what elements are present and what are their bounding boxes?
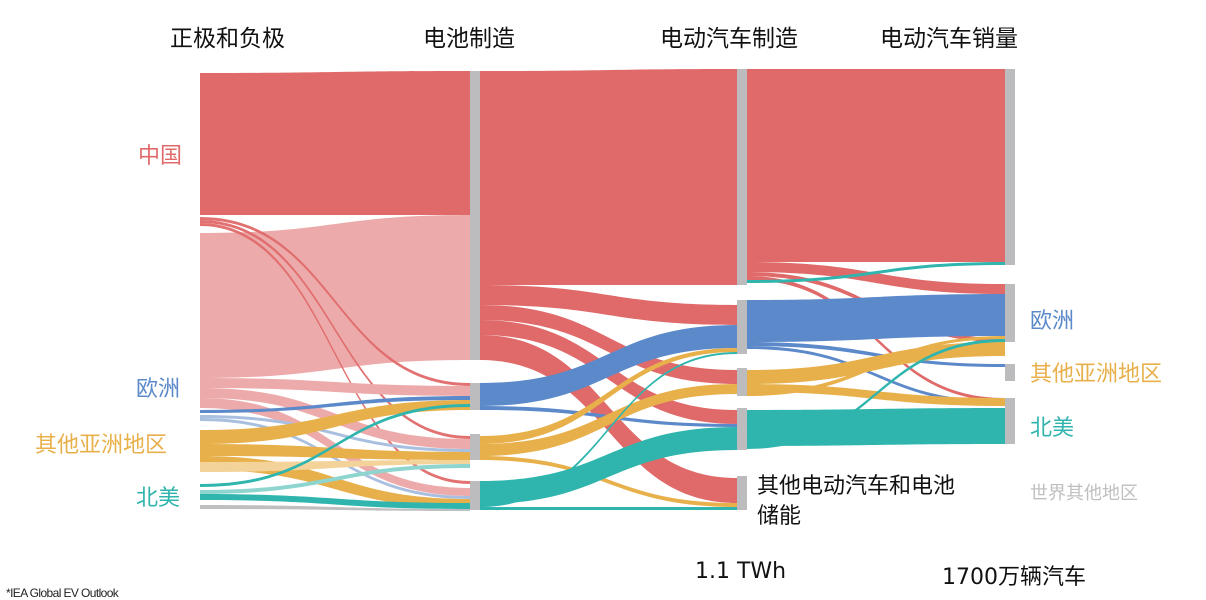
link-asia-light-to-asia-battery (200, 460, 470, 472)
other-ev-storage-line-2: 储能 (757, 504, 802, 529)
link-europe-to-asia-battery (200, 415, 470, 452)
link-row-to-na-battery (200, 505, 470, 511)
total-battery-capacity: 1.1 TWh (695, 559, 787, 584)
source-note: *IEA Global EV Outlook (6, 586, 119, 600)
link-china-light-to-europe-battery (200, 378, 470, 396)
stage-header-ev-manufacturing: 电动汽车制造 (660, 26, 798, 52)
stage-header-battery: 电池制造 (423, 26, 515, 52)
link-asia-to-europe-battery (200, 400, 470, 444)
stage-header-ev-sales: 电动汽车销量 (880, 26, 1018, 52)
ev-node-other-asia (737, 368, 747, 396)
link-asia-battery-to-asia-ev (480, 384, 737, 456)
link-europe-battery-to-europe-ev (480, 325, 737, 406)
sales-node-other-asia (1005, 364, 1015, 381)
sales-label-rest-of-world: 世界其他地区 (1030, 483, 1138, 504)
ev-node-north-america (737, 408, 747, 450)
link-europe-ev-to-na-sales (747, 346, 1005, 404)
sales-label-other-asia: 其他亚洲地区 (1030, 362, 1163, 387)
battery-node-other-asia (470, 434, 480, 460)
link-china-materials-to-china-battery (200, 71, 470, 215)
battery-node-europe (470, 383, 480, 410)
link-china-battery-to-china-ev (480, 69, 737, 285)
link-na-battery-to-na-ev (480, 427, 737, 504)
link-na-to-asia-battery (200, 464, 470, 494)
battery-node-north-america (470, 481, 480, 510)
link-na-ev-to-na-sales (747, 408, 1005, 446)
link-china-to-na-battery (200, 223, 470, 484)
link-na-battery-to-europe-ev (480, 352, 737, 507)
link-asia-battery-to-other-ev (480, 456, 737, 507)
stage-header-materials: 正极和负极 (170, 26, 285, 52)
region-label-north-america: 北美 (136, 486, 181, 511)
region-label-china: 中国 (138, 144, 183, 169)
sales-label-europe: 欧洲 (1030, 309, 1075, 334)
link-asia-to-asia-battery (200, 444, 470, 460)
other-ev-storage-label: 其他电动汽车和电池 储能 (757, 472, 955, 532)
link-europe-to-europe-battery (200, 396, 470, 413)
link-asia-ev-to-europe-sales (747, 336, 1005, 396)
link-china-ev-to-row-sales (747, 262, 1005, 283)
link-china-to-europe-battery (200, 217, 470, 386)
link-na-to-na-battery (200, 494, 470, 509)
other-ev-storage-line-1: 其他电动汽车和电池 (757, 474, 956, 499)
link-europe-to-na-battery (200, 418, 470, 499)
sales-node-china (1005, 69, 1015, 265)
link-na-ev-to-europe-sales (747, 339, 1005, 449)
sales-node-europe (1005, 284, 1015, 342)
ev-node-other-ev-storage (737, 476, 747, 510)
link-china-battery-to-europe-ev (480, 285, 737, 325)
link-china-to-asia-battery (200, 220, 470, 439)
region-label-europe: 欧洲 (136, 377, 181, 402)
link-europe-ev-to-europe-sales (747, 294, 1005, 342)
sales-label-north-america: 北美 (1030, 416, 1075, 441)
battery-node-china (470, 71, 480, 360)
link-na-battery-to-other-ev (480, 507, 737, 510)
flow-links (200, 69, 1005, 511)
link-china-ev-to-europe-sales (747, 262, 1005, 294)
sales-node-north-america (1005, 398, 1015, 444)
total-ev-sales: 1700万辆汽车 (942, 565, 1086, 590)
link-china-materials-to-china-battery-light (200, 215, 470, 378)
link-asia-battery-to-europe-ev (480, 348, 737, 444)
link-europe-ev-to-asia-sales (747, 342, 1005, 367)
link-china-ev-to-china-sales (747, 69, 1005, 262)
stage-nodes (470, 69, 1015, 510)
ev-node-china (737, 69, 747, 285)
link-china-battery-to-asia-ev (480, 305, 737, 384)
region-label-other-asia: 其他亚洲地区 (35, 433, 168, 458)
link-na-to-europe-battery (200, 404, 470, 487)
ev-node-europe (737, 300, 747, 354)
